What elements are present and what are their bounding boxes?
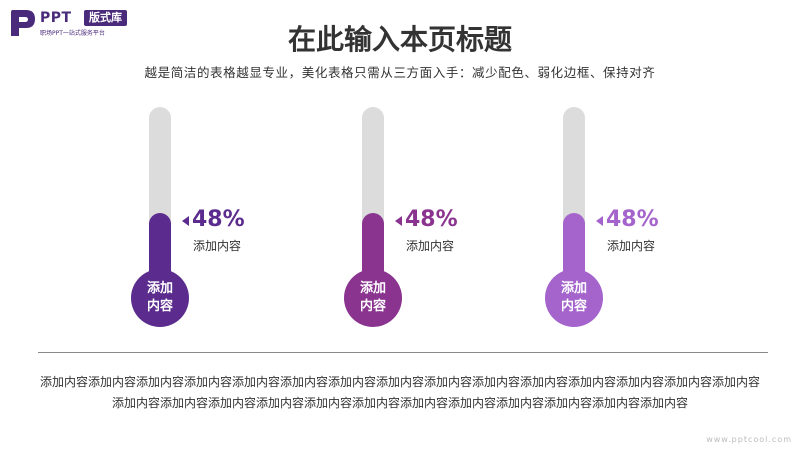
logo-brand-text: PPT — [40, 10, 72, 26]
section-divider — [38, 352, 768, 353]
percentage-value: 48% — [405, 207, 458, 232]
bulb-label-line1: 添加 — [359, 281, 386, 296]
bulb-label-line2: 内容 — [560, 299, 587, 314]
bulb-label-line2: 内容 — [359, 299, 386, 314]
thermometer-bulb: 添加 内容 — [131, 269, 189, 327]
percentage-value: 48% — [606, 207, 659, 232]
thermometer-bulb: 添加 内容 — [344, 269, 402, 327]
thermometer-1: 添加 内容 48% 添加内容 — [131, 107, 303, 332]
watermark: www.pptcool.com — [706, 435, 792, 444]
bulb-label-line2: 内容 — [146, 299, 173, 314]
thermometer-fill — [563, 213, 585, 277]
thermometer-3: 添加 内容 48% 添加内容 — [545, 107, 717, 332]
body-text: 添加内容添加内容添加内容添加内容添加内容添加内容添加内容添加内容添加内容添加内容… — [40, 375, 761, 410]
page-title: 在此输入本页标题 — [287, 23, 512, 56]
percentage-value: 48% — [192, 207, 245, 232]
logo-p-icon — [11, 10, 35, 36]
percentage-label: 添加内容 — [607, 239, 656, 253]
percentage-label: 添加内容 — [193, 239, 242, 253]
logo-badge: 版式库 — [84, 10, 127, 26]
thermometer-fill — [362, 213, 384, 277]
thermometer-fill — [149, 213, 171, 277]
thermometer-bulb: 添加 内容 — [545, 269, 603, 327]
brand-logo: PPT 版式库 职场PPT一站式服务平台 — [8, 8, 148, 38]
logo-slogan: 职场PPT一站式服务平台 — [40, 30, 105, 37]
percentage-label: 添加内容 — [406, 239, 455, 253]
bulb-label-line1: 添加 — [146, 281, 173, 296]
thermometer-2: 添加 内容 48% 添加内容 — [344, 107, 516, 332]
pointer-triangle-icon — [395, 216, 402, 226]
bulb-label-line1: 添加 — [560, 281, 587, 296]
pointer-triangle-icon — [182, 216, 189, 226]
pointer-triangle-icon — [596, 216, 603, 226]
page-subtitle: 越是简洁的表格越显专业，美化表格只需从三方面入手：减少配色、弱化边框、保持对齐 — [144, 65, 656, 80]
